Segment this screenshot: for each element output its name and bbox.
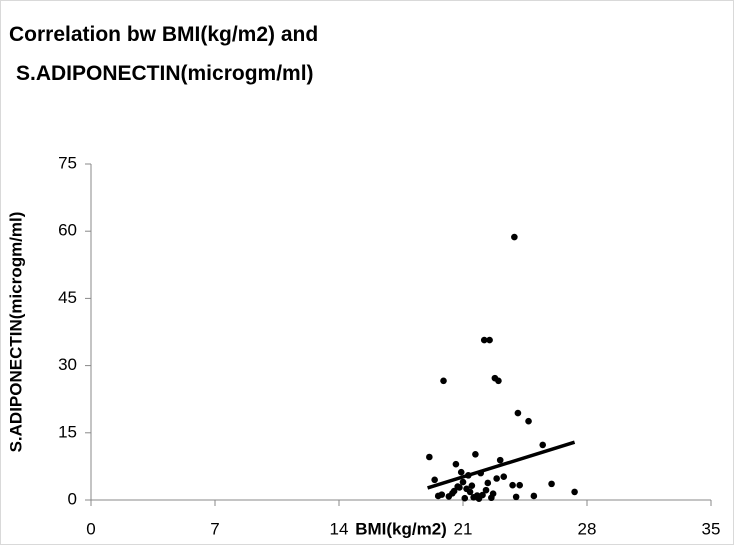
point (468, 482, 476, 489)
x-axis-title: BMI(kg/m2) (355, 519, 447, 538)
point (548, 480, 555, 488)
point (530, 492, 538, 500)
y-axis-title: S.ADIPONECTIN(microgm/ml) (6, 212, 25, 453)
point (459, 478, 467, 486)
point (489, 490, 497, 498)
chart-title: Correlation bw BMI(kg/m2) and (9, 23, 318, 46)
point (493, 475, 500, 482)
trend-line (427, 440, 576, 490)
x-tick-label: 28 (578, 519, 597, 538)
y-tick-label: 45 (58, 288, 77, 307)
point (509, 481, 516, 489)
point (511, 233, 518, 241)
point (539, 441, 547, 449)
point (440, 377, 447, 385)
point (431, 476, 438, 484)
point (472, 451, 479, 458)
point (450, 487, 458, 495)
y-tick-label: 30 (58, 355, 77, 374)
point (438, 491, 446, 498)
point (482, 486, 490, 494)
point (514, 409, 522, 417)
point (512, 493, 520, 501)
point (454, 483, 461, 490)
point (486, 336, 493, 344)
x-tick-label: 0 (86, 519, 95, 538)
point (484, 479, 492, 487)
x-tick-label: 35 (702, 519, 721, 538)
point (500, 473, 508, 481)
x-tick-label: 7 (210, 519, 219, 538)
x-tick-label: 21 (454, 519, 473, 538)
y-tick-label: 75 (58, 153, 77, 172)
point (461, 494, 469, 502)
point (516, 481, 523, 489)
point (463, 485, 470, 493)
point (426, 453, 433, 461)
y-tick-label: 15 (58, 422, 77, 441)
point (495, 377, 502, 385)
point (457, 468, 465, 476)
point (525, 417, 532, 425)
chart-title: S.ADIPONECTIN(microgm/ml) (16, 62, 314, 85)
point (479, 491, 486, 499)
point (452, 460, 460, 468)
point (470, 494, 477, 501)
point (445, 493, 453, 500)
point (480, 336, 488, 344)
y-tick-label: 60 (58, 221, 77, 240)
y-tick-label: 0 (68, 489, 77, 508)
x-tick-label: 14 (330, 519, 349, 538)
point (496, 456, 504, 464)
point (571, 488, 578, 496)
